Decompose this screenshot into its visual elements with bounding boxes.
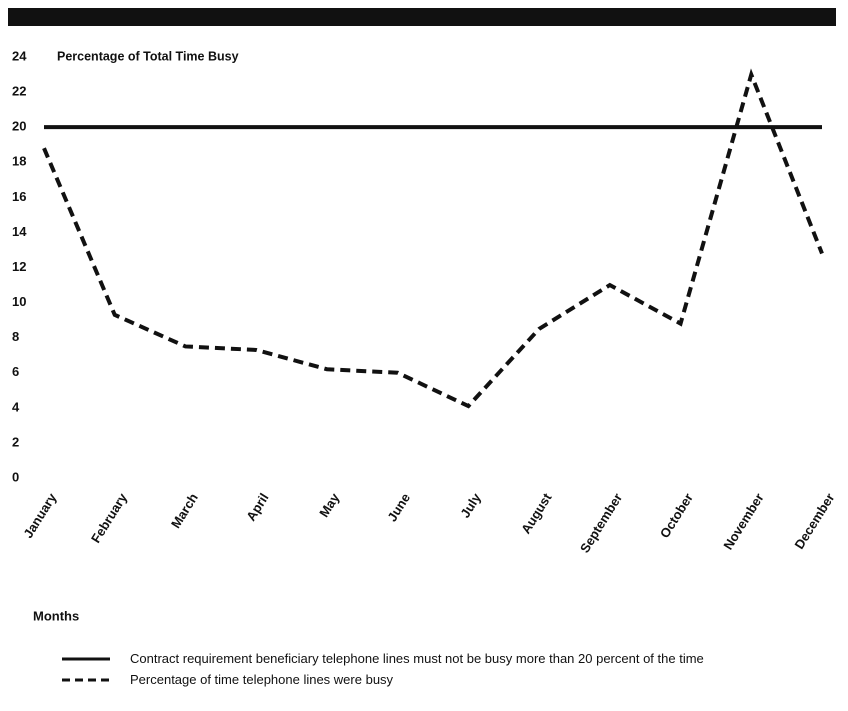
- x-tick-label: December: [791, 490, 837, 551]
- legend-label: Percentage of time telephone lines were …: [130, 672, 394, 687]
- x-axis-label: Months: [33, 608, 79, 623]
- y-tick-label: 20: [12, 119, 26, 134]
- y-tick-label: 10: [12, 294, 26, 309]
- y-tick-label: 18: [12, 154, 26, 169]
- y-tick-label: 2: [12, 434, 19, 449]
- x-tick-label: November: [720, 490, 766, 552]
- y-tick-label: 16: [12, 189, 26, 204]
- y-tick-label: 12: [12, 259, 26, 274]
- chart: Percentage of Total Time Busy Months 024…: [8, 8, 837, 623]
- x-tick-label: October: [657, 490, 696, 540]
- y-tick-label: 22: [12, 84, 26, 99]
- y-tick-label: 4: [12, 399, 20, 414]
- y-tick-label: 24: [12, 48, 27, 63]
- x-tick-label: March: [168, 490, 201, 530]
- x-tick-label: July: [457, 490, 484, 521]
- x-tick-label: May: [316, 490, 343, 520]
- legend-item: Percentage of time telephone lines were …: [60, 672, 820, 687]
- legend-swatch: [62, 678, 110, 682]
- x-tick-label: February: [88, 490, 131, 546]
- legend: Contract requirement beneficiary telepho…: [60, 651, 820, 693]
- series-line: [42, 68, 824, 409]
- y-tick-label: 8: [12, 329, 19, 344]
- y-tick-label: 0: [12, 469, 19, 484]
- y-axis-label: Percentage of Total Time Busy: [57, 49, 239, 63]
- legend-label: Contract requirement beneficiary telepho…: [130, 651, 704, 666]
- y-tick-label: 14: [12, 224, 27, 239]
- x-tick-label: September: [577, 490, 625, 555]
- header-bar: [8, 8, 836, 26]
- legend-swatch: [62, 657, 110, 661]
- y-tick-label: 6: [12, 364, 19, 379]
- x-tick-label: August: [518, 490, 555, 536]
- x-tick-label: April: [243, 490, 271, 523]
- x-tick-label: January: [20, 490, 60, 541]
- legend-item: Contract requirement beneficiary telepho…: [60, 651, 820, 666]
- x-tick-label: June: [384, 490, 413, 524]
